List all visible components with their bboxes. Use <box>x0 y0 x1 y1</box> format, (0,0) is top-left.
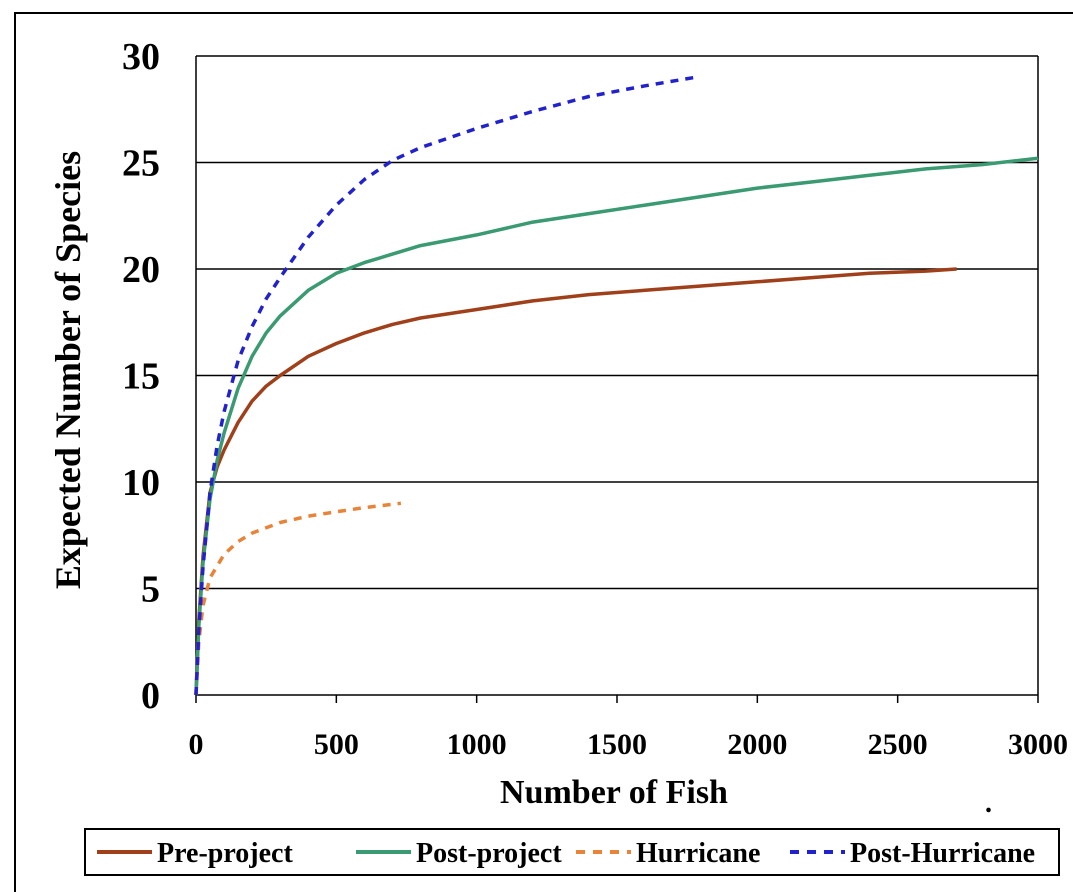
legend-box <box>84 828 1060 876</box>
y-tick-label: 5 <box>141 569 160 611</box>
series-lines <box>194 75 1039 696</box>
tick-labels: 0 5 10 15 20 25 30 0 500 1000 1500 2000 2500 3000 <box>122 36 1068 761</box>
x-tick-label: 2500 <box>868 728 928 761</box>
legend: Pre-project Post-project Hurricane Post-Hur… <box>97 838 1035 869</box>
y-tick-label: 0 <box>141 675 160 717</box>
y-axis-label: Expected Number of Species <box>48 151 88 589</box>
y-tick-label: 25 <box>122 143 160 185</box>
x-tick-label: 3000 <box>1008 728 1068 761</box>
x-tick-label: 1500 <box>587 728 647 761</box>
x-axis-label: Number of Fish <box>500 774 728 811</box>
axes <box>195 56 1039 703</box>
legend-label: Hurricane <box>636 838 760 869</box>
chart-border <box>14 12 1073 892</box>
y-tick-label: 30 <box>122 36 160 78</box>
y-tick-label: 15 <box>122 356 160 398</box>
y-tick-label: 20 <box>122 249 160 291</box>
series-line-post-hurricane <box>194 75 696 696</box>
x-tick-label: 1000 <box>447 728 507 761</box>
x-tick-label: 2000 <box>727 728 787 761</box>
gridlines <box>196 55 1038 590</box>
x-tick-label: 500 <box>314 728 359 761</box>
legend-label: Post-Hurricane <box>850 838 1035 869</box>
legend-label: Post-project <box>416 838 562 869</box>
x-tick-label: 0 <box>189 728 204 761</box>
legend-label: Pre-project <box>157 838 293 869</box>
series-line-hurricane <box>194 501 402 696</box>
stray-dot: . <box>985 788 992 819</box>
y-tick-label: 10 <box>122 462 160 504</box>
series-line-post-project <box>194 156 1039 696</box>
